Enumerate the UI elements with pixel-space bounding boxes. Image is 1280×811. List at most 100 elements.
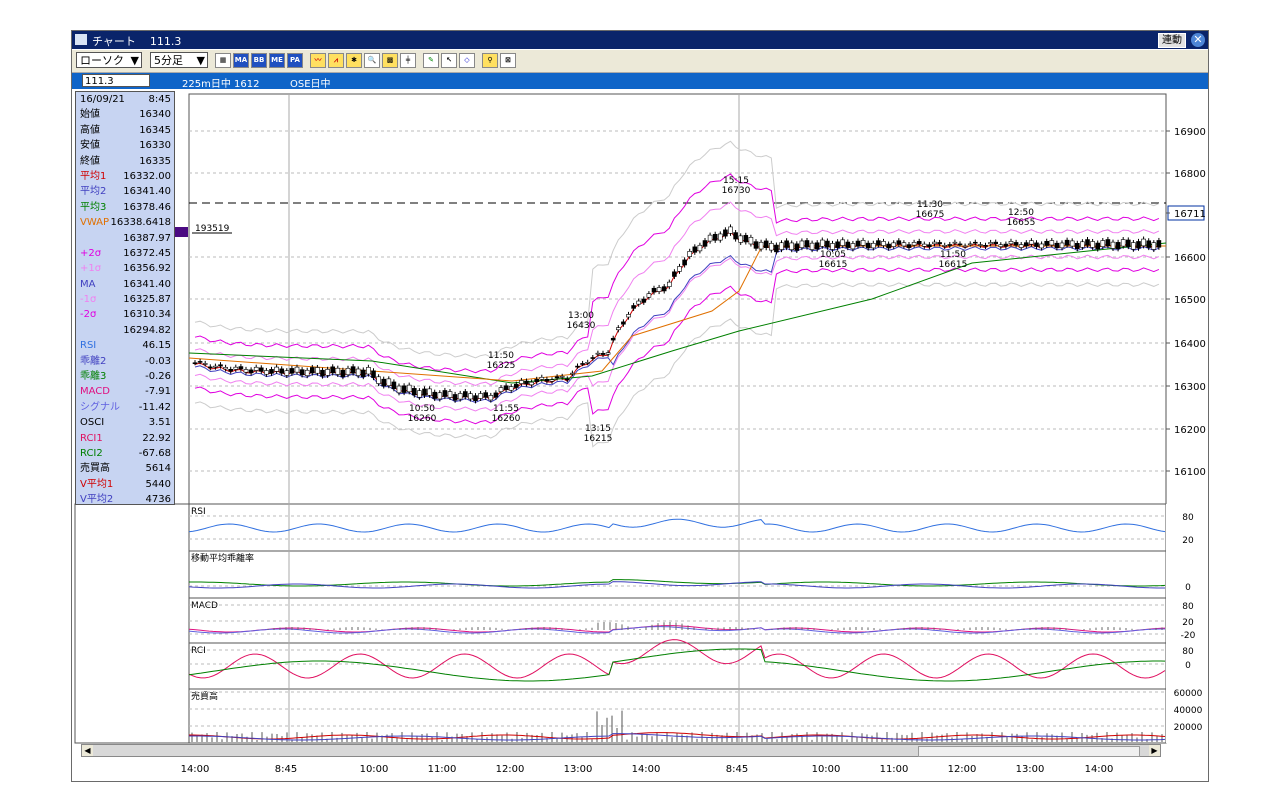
candle-body [1069,240,1075,247]
indicator-icon[interactable]: ╪ [400,53,416,68]
panel-value: 16341.40 [123,186,171,198]
candle-body [590,357,596,359]
candle-body [779,242,784,250]
candle-body [1110,241,1116,249]
rsi-tick-label: 20 [1182,536,1194,546]
candle-body [508,386,514,391]
horizontal-scrollbar[interactable]: ◀ ▶ [81,744,1161,757]
candle-body [488,395,494,401]
candle-body [1120,239,1126,247]
ma3-line [188,242,1167,384]
info-bar: 111.3 225m日中 1612 OSE日中 [72,73,1208,90]
candle-body [243,369,249,373]
candle-body [845,241,851,248]
time-label: 11:00 [879,764,909,775]
candle-body [651,287,657,293]
candle-body [468,393,473,400]
settings-icon[interactable]: ✱ [346,53,362,68]
candle-body [355,368,361,376]
candle-body [381,378,387,387]
candle-body [1090,241,1095,248]
link-button[interactable]: 連動 [1158,33,1186,48]
pen-icon[interactable]: ✎ [423,53,439,68]
annotation-price: 16675 [916,210,945,220]
candle-body [921,243,927,247]
eraser-icon[interactable]: ◇ [459,53,475,68]
candle-body [794,243,800,251]
bb-button[interactable]: BB [251,53,267,68]
candle-toggle-icon[interactable]: ▦ [215,53,231,68]
time-label: 11:00 [427,764,457,775]
rci-tick-label: 0 [1185,661,1191,671]
grid-icon[interactable]: ▩ [382,53,398,68]
panel-value: 22.92 [142,432,171,444]
volume-tick-label: 20000 [1174,723,1203,733]
panel-key: 売買高 [80,463,110,475]
panel-key: -2σ [80,309,97,321]
close-icon[interactable]: ✕ [1191,33,1205,47]
panel-value: 16332.00 [123,170,171,182]
candle-body [723,229,728,237]
candle-body [728,226,733,234]
candle-body [998,244,1004,247]
pointer-icon[interactable]: ↖ [441,53,457,68]
scroll-right-icon[interactable]: ▶ [1149,745,1160,756]
candle-body [539,376,545,380]
candle-body [401,385,407,393]
time-axis: 14:00 8:45 10:00 11:00 12:00 13:00 14:00 8:45 10… [72,759,1208,779]
candle-body [661,286,667,292]
candle-body [559,376,565,378]
candle-body [641,298,647,303]
trend-icon[interactable]: ⩘ [328,53,344,68]
panel-key: V平均2 [80,494,114,506]
candle-body [855,240,861,247]
candle-body [457,393,463,400]
panel-value: 16325.87 [123,294,171,306]
scroll-thumb[interactable] [918,746,1140,757]
code-input[interactable]: 111.3 [82,74,150,87]
panel-row: -2σ 16310.34 [76,307,174,322]
zoom-icon[interactable]: 🔍 [364,53,380,68]
line-chart-icon[interactable]: 〰 [310,53,326,68]
candle-body [248,369,254,374]
panel-key: RCI1 [80,432,103,444]
candle-body [452,394,458,401]
scroll-left-icon[interactable]: ◀ [82,745,93,756]
panel-row: V平均2 4736 [76,492,174,507]
candle-body [978,244,983,246]
reset-icon[interactable]: ⊠ [500,53,516,68]
panel-key: 平均3 [80,201,107,213]
ma-button[interactable]: MA [233,53,249,68]
search-icon[interactable]: ⚲ [482,53,498,68]
rci-tick-label: 80 [1182,647,1194,657]
chart-type-select[interactable]: ローソク ▼ [76,52,142,68]
chart-area[interactable]: 16900 16800 16711 16600 16500 16400 16300 16200… [72,31,1208,761]
rsi-panel-frame [188,503,1167,552]
candle-body [631,305,636,309]
candle-body [447,391,453,398]
candle-body [549,379,555,382]
panel-value: 16294.82 [123,324,171,336]
candle-body [687,251,693,257]
candle-body [279,368,284,374]
panel-value: 46.15 [142,340,171,352]
candle-body [916,241,922,245]
volume-ma1-line [189,732,1166,740]
candle-body [1074,243,1080,249]
time-label: 14:00 [180,764,210,775]
panel-value: 5440 [145,478,171,490]
time-label: 8:45 [725,764,749,775]
candle-body [228,368,233,372]
panel-key: シグナル [80,401,120,413]
interval-select[interactable]: 5分足 ▼ [150,52,208,68]
panel-key: 16/09/21 [80,94,125,105]
candle-body [580,363,585,365]
me-button[interactable]: ME [269,53,285,68]
time-label: 14:00 [631,764,661,775]
panel-row: 始値 16340 [76,107,174,122]
pa-button[interactable]: PA [287,53,303,68]
panel-value: -0.26 [145,371,171,383]
candle-body [610,337,616,341]
candle-body [748,236,754,245]
annotation-price: 16615 [819,260,848,270]
